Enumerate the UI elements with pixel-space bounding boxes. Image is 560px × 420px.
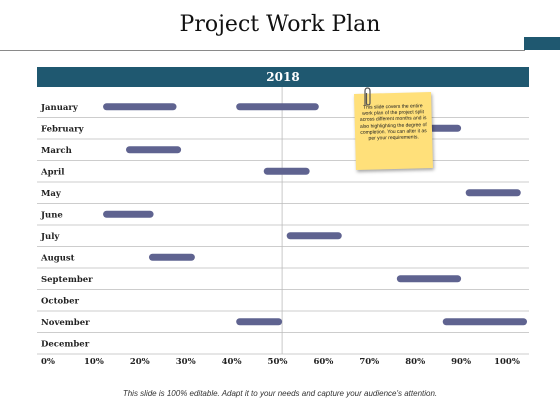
month-label-october: October bbox=[41, 296, 80, 306]
month-label-february: February bbox=[41, 124, 85, 134]
month-label-november: November bbox=[41, 318, 90, 328]
page-title: Project Work Plan bbox=[179, 12, 381, 37]
task-bar-november bbox=[236, 318, 283, 326]
month-label-may: May bbox=[41, 189, 62, 199]
task-bar-march bbox=[126, 146, 182, 154]
task-bar-january bbox=[236, 103, 319, 111]
month-label-july: July bbox=[40, 232, 60, 242]
month-label-june: June bbox=[40, 210, 63, 220]
x-tick-label: 20% bbox=[130, 357, 150, 367]
year-header: 2018 bbox=[37, 67, 529, 87]
x-tick-label: 60% bbox=[313, 357, 333, 367]
footer-caption: This slide is 100% editable. Adapt it to… bbox=[122, 389, 438, 398]
month-label-december: December bbox=[41, 339, 90, 349]
x-tick-label: 30% bbox=[176, 357, 196, 367]
x-tick-label: 0% bbox=[41, 357, 55, 367]
task-bar-june bbox=[103, 210, 154, 218]
month-label-january: January bbox=[40, 103, 79, 113]
month-label-april: April bbox=[40, 167, 65, 177]
task-bar-september bbox=[396, 275, 462, 283]
month-label-march: March bbox=[41, 146, 72, 156]
x-tick-label: 70% bbox=[359, 357, 379, 367]
task-bar-february bbox=[428, 124, 462, 132]
task-bar-may bbox=[465, 189, 521, 197]
task-bar-november bbox=[442, 318, 527, 326]
task-bar-july bbox=[286, 232, 342, 240]
month-label-september: September bbox=[41, 275, 93, 285]
x-tick-label: 100% bbox=[494, 357, 520, 367]
x-tick-label: 40% bbox=[222, 357, 242, 367]
task-bar-january bbox=[103, 103, 177, 111]
task-bar-august bbox=[148, 253, 195, 261]
x-tick-label: 10% bbox=[84, 357, 104, 367]
paperclip-icon bbox=[364, 87, 371, 106]
task-bar-april bbox=[263, 167, 310, 175]
x-tick-label: 90% bbox=[451, 357, 471, 367]
month-label-august: August bbox=[40, 253, 75, 263]
sticky-note-text: This slide covers the entire work plan o… bbox=[359, 103, 427, 142]
title-divider bbox=[0, 50, 525, 51]
x-tick-label: 50% bbox=[268, 357, 288, 367]
corner-accent bbox=[524, 37, 560, 50]
x-tick-label: 80% bbox=[405, 357, 425, 367]
